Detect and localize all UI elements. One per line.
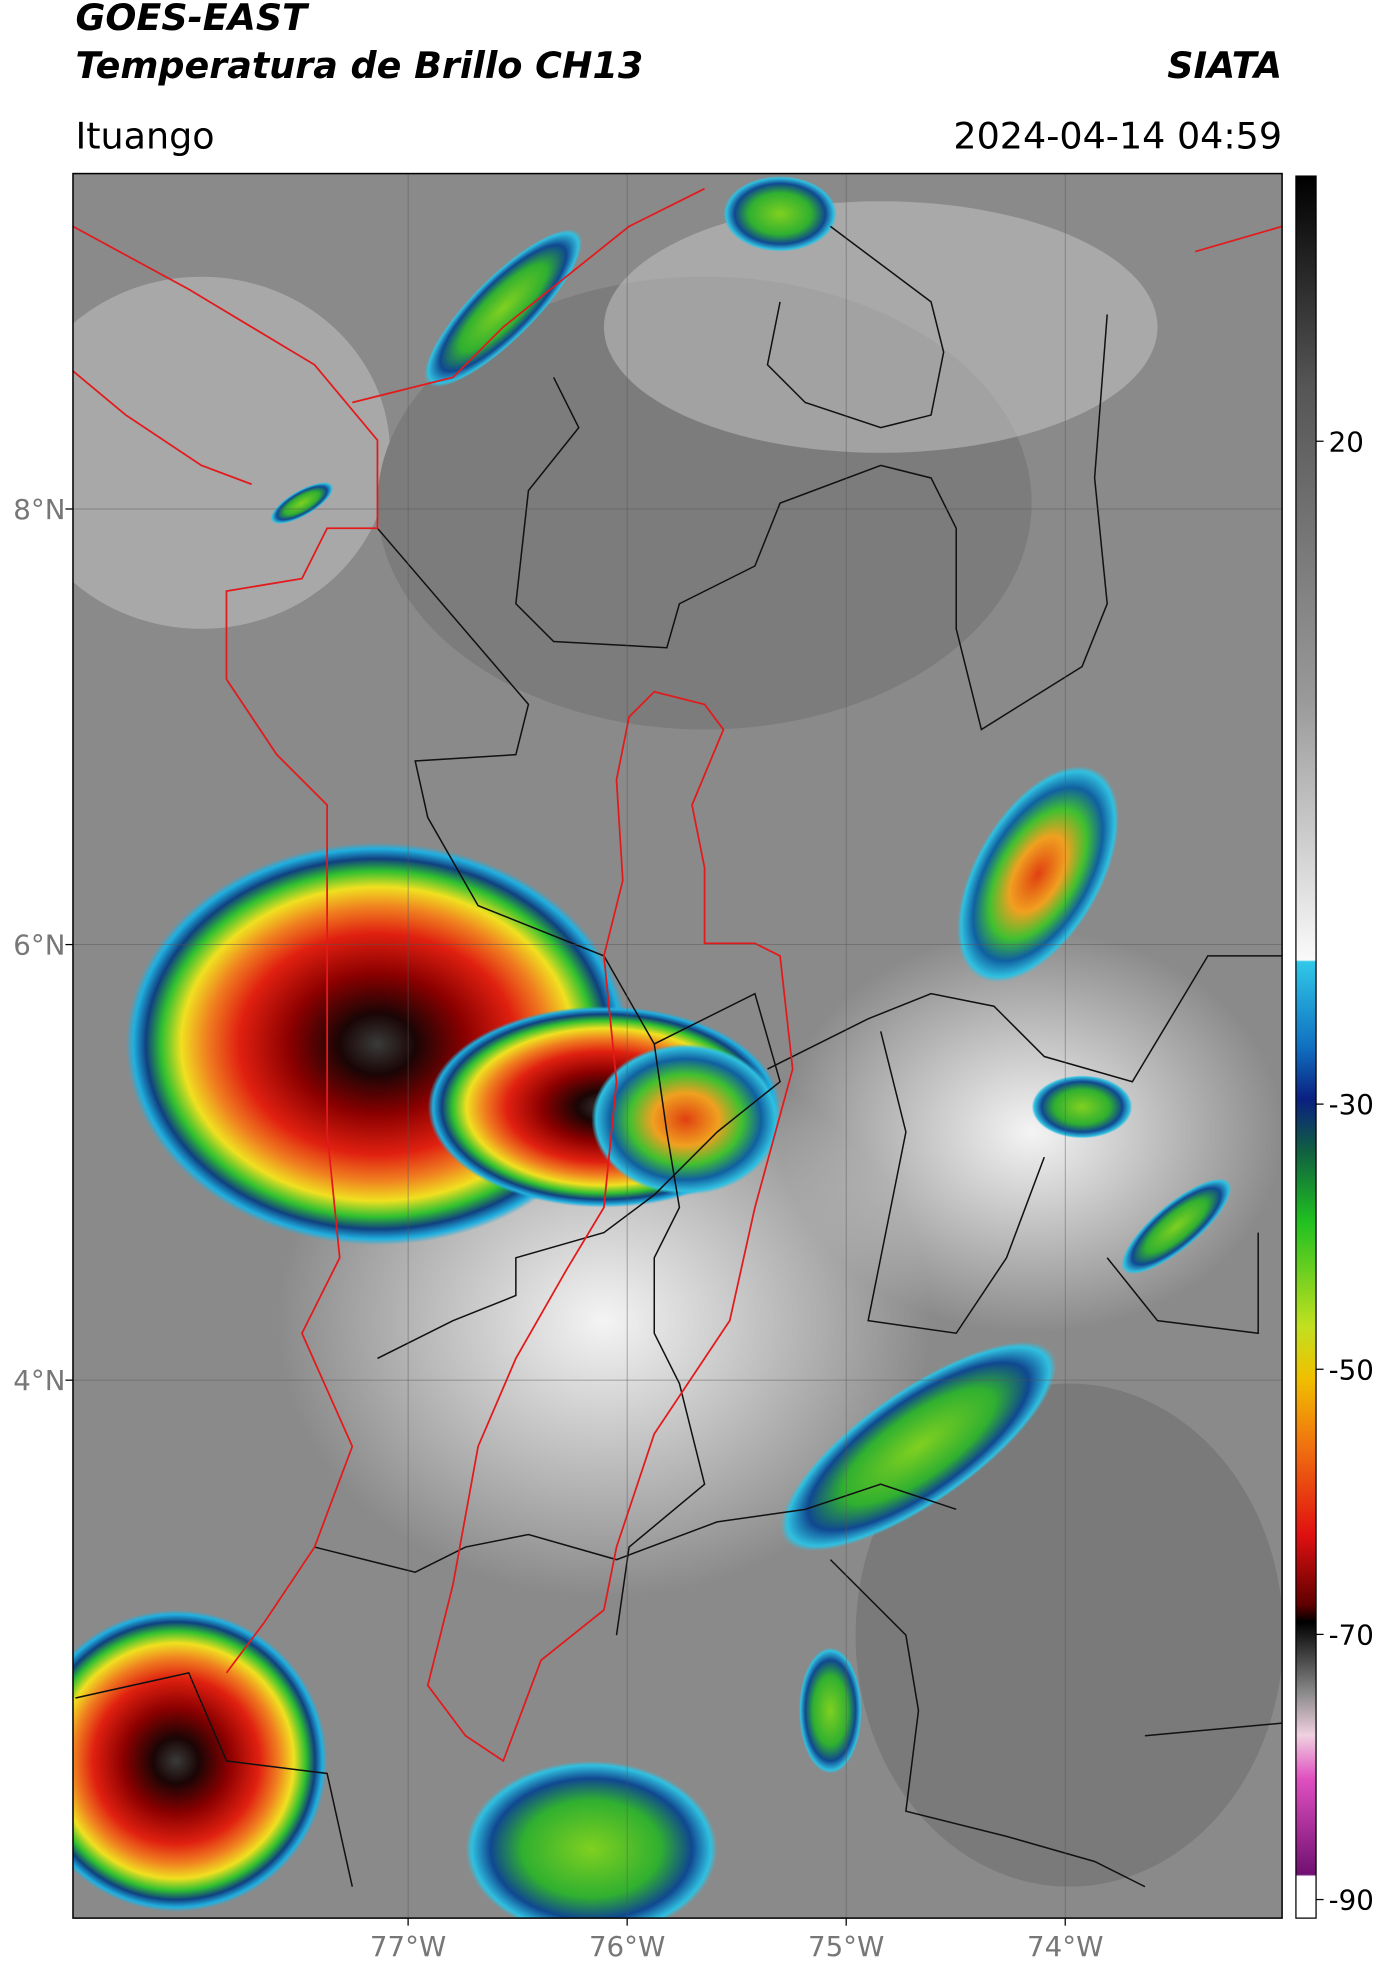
boundaries <box>75 225 1283 1888</box>
storm <box>780 1341 1057 1552</box>
y-tick-label: 8°N <box>13 493 65 526</box>
storm <box>957 766 1119 983</box>
storm <box>1031 1075 1133 1139</box>
cloud <box>603 201 1158 453</box>
subtitle: Temperatura de Brillo CH13 <box>75 44 643 87</box>
colorbar-tick-label: -30 <box>1329 1088 1374 1121</box>
datetime: 2024-04-14 04:59 <box>953 114 1282 157</box>
colorbar-tick-label: -50 <box>1329 1353 1374 1386</box>
storm <box>465 1760 718 1919</box>
x-tick-label: 76°W <box>589 1930 665 1963</box>
storm <box>798 1647 862 1774</box>
location: Ituango <box>75 114 214 157</box>
storm <box>723 176 837 252</box>
cloud <box>72 276 390 629</box>
cloud <box>855 1383 1283 1887</box>
colorbar-tick-label: 20 <box>1329 425 1364 458</box>
x-tick-label: 74°W <box>1027 1930 1103 1963</box>
title: GOES-EAST <box>75 0 310 39</box>
colorbar-tick-label: -90 <box>1329 1884 1374 1917</box>
x-tick-label: 77°W <box>370 1930 446 1963</box>
x-tick-label: 75°W <box>808 1930 884 1963</box>
storm <box>72 1610 328 1912</box>
storm <box>424 229 583 387</box>
colorbar-tick-label: -70 <box>1329 1618 1374 1651</box>
map-frame <box>72 172 1283 1919</box>
department-boundary <box>72 187 1283 1763</box>
storm <box>270 482 334 524</box>
source: SIATA <box>1167 44 1282 87</box>
storm <box>591 1043 781 1195</box>
colorbar <box>1295 175 1317 1919</box>
grid <box>72 173 1283 1919</box>
cloud <box>780 930 1283 1334</box>
y-tick-label: 4°N <box>13 1364 65 1397</box>
y-tick-label: 6°N <box>13 929 65 962</box>
storm <box>1121 1178 1232 1275</box>
satellite-image <box>72 173 1283 1919</box>
